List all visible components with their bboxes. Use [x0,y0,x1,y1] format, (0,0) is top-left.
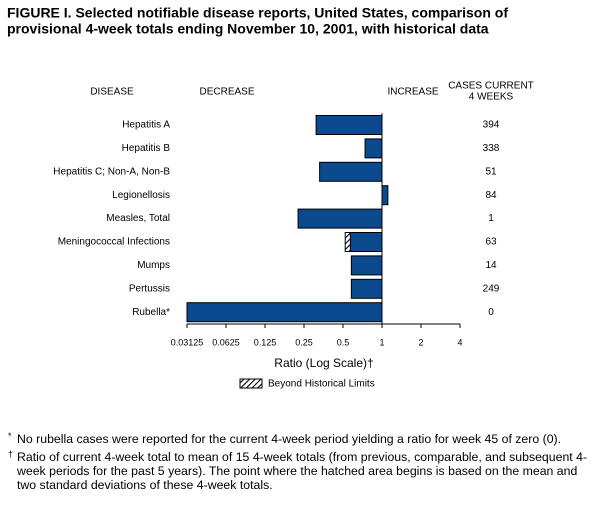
footnote: † Ratio of current 4-week total to mean o… [8,449,592,492]
category-label: Mumps [137,260,170,271]
cases-value: 0 [488,307,494,318]
bar [350,278,383,299]
cases-value: 84 [485,190,497,201]
x-tick-label: 1 [379,337,384,347]
bar [186,302,383,323]
x-tick-label: 4 [457,337,462,347]
x-tick-label: 2 [418,337,423,347]
x-tick-label: 0.0625 [212,337,240,347]
bar [315,115,383,135]
cases-value: 394 [483,120,500,131]
chart-title: provisional 4-week totals ending Novembe… [7,21,489,37]
column-header: INCREASE [387,87,438,98]
x-tick-label: 0.5 [337,337,350,347]
cases-value: 14 [485,260,497,271]
bar [319,161,383,182]
cases-value: 63 [485,237,497,248]
footnotes: * No rubella cases were reported for the … [8,431,592,496]
x-tick-label: 0.25 [295,337,313,347]
category-label: Legionellosis [112,190,170,201]
cases-value: 1 [488,213,494,224]
footnote-text: Ratio of current 4-week total to mean of… [17,450,588,492]
cases-value: 338 [483,143,500,154]
x-tick-label: 0.03125 [171,337,204,347]
x-tick-label: 0.125 [254,337,277,347]
chart: FIGURE I. Selected notifiable disease re… [7,5,534,390]
category-label: Rubella* [132,307,170,318]
legend-label: Beyond Historical Limits [268,379,375,390]
category-label: Pertussis [129,283,170,294]
bar-beyond-limits [344,232,351,252]
category-label: Hepatitis C; Non-A, Non-B [53,166,170,177]
x-axis-label: Ratio (Log Scale)† [274,356,373,370]
cases-value: 51 [485,166,497,177]
category-label: Hepatitis A [122,120,170,131]
column-header: CASES CURRENT [448,81,534,92]
footnote-text: No rubella cases were reported for the c… [17,432,562,446]
bar [381,185,389,206]
footnote: * No rubella cases were reported for the … [8,431,592,446]
column-header: DISEASE [90,87,134,98]
category-label: Measles, Total [106,213,170,224]
chart-title: FIGURE I. Selected notifiable disease re… [7,5,508,21]
legend-swatch [239,378,263,389]
column-header: 4 WEEKS [469,92,514,103]
category-label: Meningococcal Infections [58,237,170,248]
column-header: DECREASE [199,87,254,98]
bar [349,232,383,252]
bar [350,255,383,276]
bar [364,138,383,159]
footnote-mark: † [8,449,14,459]
category-label: Hepatitis B [122,143,171,154]
cases-value: 249 [483,283,500,294]
bar [297,208,383,229]
footnote-mark: * [8,431,12,441]
